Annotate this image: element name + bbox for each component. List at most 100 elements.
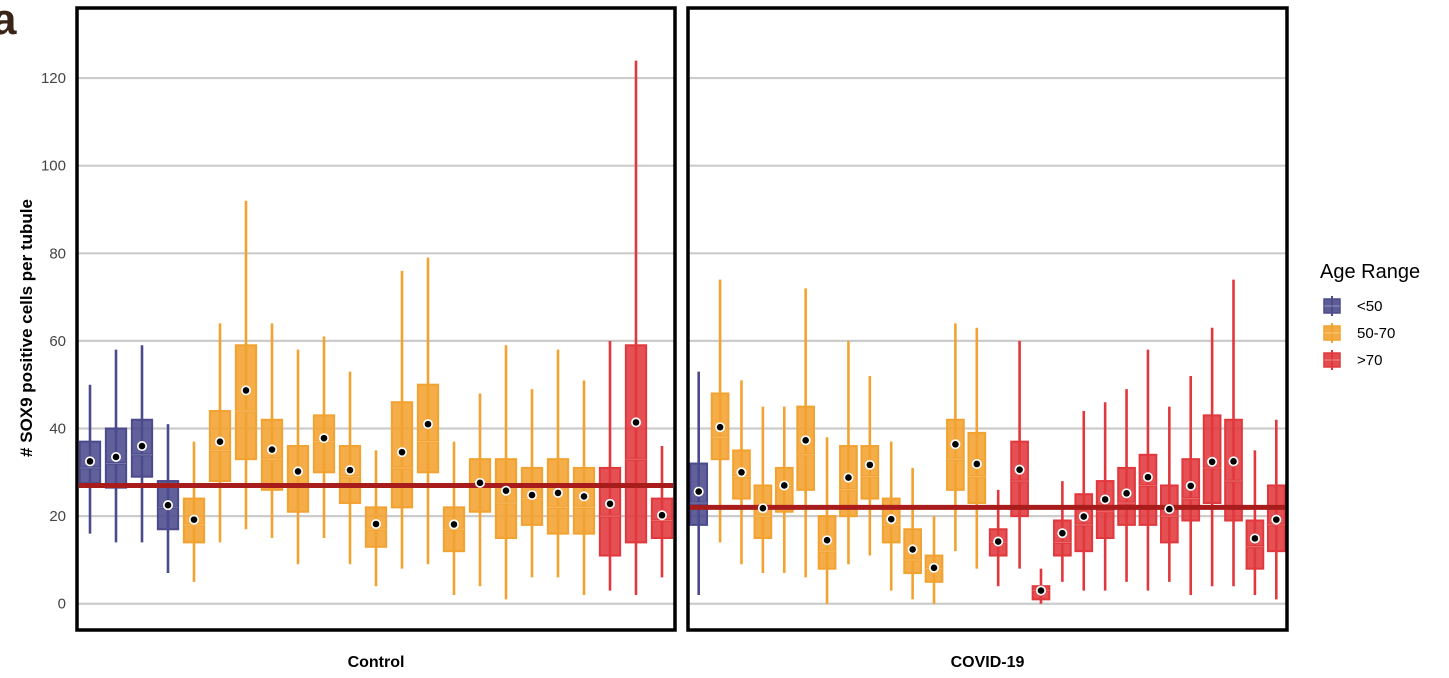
mean-point: [952, 440, 959, 448]
box->70: [1224, 279, 1243, 587]
y-axis-title: # SOX9 positive cells per tubule: [17, 199, 36, 457]
box->70: [598, 340, 622, 591]
mean-point: [1123, 490, 1130, 497]
mean-point: [450, 521, 458, 528]
box-50-70: [234, 200, 258, 530]
y-tick-label: 40: [49, 421, 66, 438]
y-tick-label: 80: [49, 245, 66, 262]
box-50-70: [182, 441, 206, 582]
mean-point: [1016, 466, 1023, 473]
mean-point: [632, 419, 640, 426]
mean-point: [1251, 535, 1259, 542]
mean-point: [1187, 482, 1195, 490]
y-tick-label: 100: [41, 158, 66, 175]
mean-point: [1166, 505, 1173, 513]
mean-point: [866, 461, 874, 469]
y-tick-label: 20: [49, 508, 66, 525]
mean-point: [424, 420, 432, 428]
mean-point: [658, 511, 666, 519]
mean-point: [845, 474, 852, 481]
mean-point: [1059, 529, 1066, 537]
mean-point: [294, 468, 302, 475]
box->70: [1117, 389, 1136, 582]
box-50-70: [839, 340, 858, 565]
mean-point: [823, 536, 831, 544]
mean-point: [1208, 458, 1216, 466]
mean-point: [216, 438, 224, 445]
mean-point: [398, 448, 406, 456]
mean-point: [759, 504, 767, 512]
mean-point: [1080, 513, 1088, 520]
iqr-box: [598, 466, 622, 557]
box-50-70: [796, 288, 816, 578]
legend-title: Age Range: [1320, 261, 1420, 283]
mean-point: [528, 491, 536, 499]
iqr-box: [1010, 440, 1029, 518]
legend-key-swatch: [1323, 298, 1341, 314]
facet-control: [75, 6, 677, 632]
mean-point: [476, 479, 484, 487]
mean-point: [502, 487, 510, 495]
mean-point: [1037, 587, 1045, 594]
facet-covid-19: [686, 6, 1289, 632]
box-<50: [78, 384, 102, 534]
box-50-70: [286, 349, 310, 565]
mean-point: [320, 434, 328, 442]
facet-label-control: Control: [348, 654, 405, 671]
box-50-70: [710, 279, 730, 543]
legend: Age Range <50 50-70 >70: [1320, 261, 1420, 370]
box-50-70: [967, 327, 987, 569]
mean-point: [887, 515, 895, 523]
mean-point: [738, 469, 745, 476]
box-50-70: [416, 257, 440, 565]
mean-point: [606, 500, 614, 508]
iqr-box: [624, 344, 648, 544]
box-50-70: [390, 270, 414, 569]
mean-point: [930, 564, 938, 572]
legend-label: 50-70: [1357, 325, 1395, 342]
iqr-box: [312, 414, 336, 474]
mean-point: [112, 453, 120, 461]
mean-point: [268, 446, 276, 453]
iqr-box: [286, 445, 310, 513]
mean-point: [1273, 516, 1280, 523]
legend-key-swatch: [1323, 352, 1341, 368]
iqr-box: [494, 458, 518, 540]
box-50-70: [364, 450, 388, 587]
mean-point: [994, 538, 1002, 545]
facet-label-covid-19: COVID-19: [951, 654, 1025, 671]
y-tick-label: 60: [49, 333, 66, 350]
legend-entry: <50: [1323, 296, 1382, 316]
y-tick-label: 120: [41, 70, 66, 87]
mean-point: [1101, 496, 1109, 503]
box->70: [1010, 340, 1029, 569]
legend-entry: >70: [1323, 350, 1382, 370]
legend-key-swatch: [1323, 325, 1341, 341]
iqr-box: [796, 405, 816, 491]
box-50-70: [903, 467, 922, 600]
box-50-70: [442, 441, 466, 595]
box-50-70: [546, 349, 570, 578]
box-<50: [689, 371, 709, 595]
mean-point: [346, 466, 354, 474]
mean-point: [973, 460, 981, 468]
box-50-70: [817, 437, 837, 604]
mean-point: [1144, 473, 1152, 481]
mean-point: [86, 458, 94, 465]
mean-point: [190, 516, 198, 523]
mean-point: [138, 442, 146, 450]
box-50-70: [753, 406, 773, 574]
legend-entry: 50-70: [1323, 323, 1395, 343]
box->70: [1074, 410, 1094, 591]
panel-border: [686, 6, 1289, 632]
mean-point: [554, 489, 562, 497]
box-50-70: [468, 393, 492, 587]
box-50-70: [208, 323, 232, 543]
mean-point: [372, 520, 380, 528]
iqr-box: [234, 344, 258, 461]
box->70: [1245, 450, 1265, 595]
box-50-70: [260, 323, 284, 539]
panel-border: [75, 6, 677, 632]
box->70: [1159, 406, 1179, 582]
